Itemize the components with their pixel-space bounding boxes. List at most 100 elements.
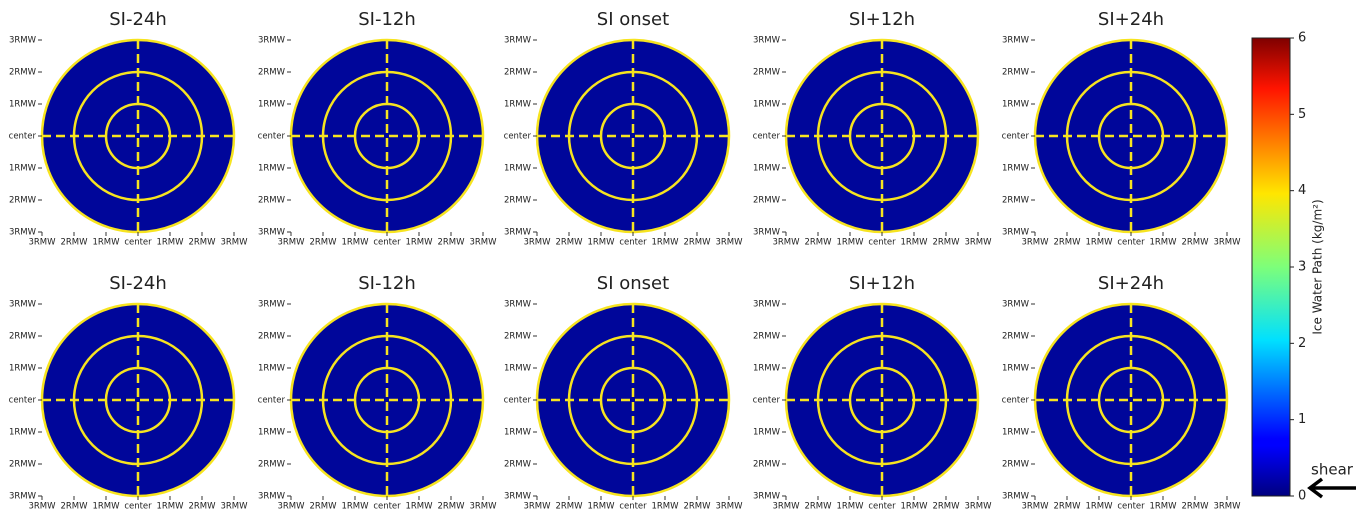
y-tick-label: 3RMW	[1002, 300, 1030, 310]
x-tick-label: 3RMW	[277, 238, 305, 248]
y-tick-label: 1RMW	[753, 100, 781, 110]
x-tick-label: 1RMW	[587, 238, 615, 248]
y-tick-label: 3RMW	[753, 36, 781, 46]
y-tick-label: 2RMW	[504, 460, 532, 470]
y-tick-label: 2RMW	[1002, 68, 1030, 78]
y-tick-label: 3RMW	[1002, 228, 1030, 238]
y-tick-label: 1RMW	[504, 428, 532, 438]
colorbar-tick-label: 3	[1298, 260, 1306, 275]
x-tick-label: 1RMW	[651, 502, 679, 512]
panel-title: SI+24h	[1098, 273, 1164, 294]
y-tick-label: center	[9, 132, 37, 142]
panel-title: SI-24h	[109, 273, 167, 294]
y-tick-label: 1RMW	[753, 164, 781, 174]
x-tick-label: center	[373, 502, 401, 512]
y-tick-label: 3RMW	[9, 300, 37, 310]
shear-arrow	[1310, 479, 1356, 497]
panel-title: SI+24h	[1098, 9, 1164, 30]
x-tick-label: 1RMW	[900, 238, 928, 248]
y-tick-label: 2RMW	[1002, 196, 1030, 206]
x-tick-label: 1RMW	[341, 238, 369, 248]
x-tick-label: 2RMW	[437, 238, 465, 248]
x-tick-label: 1RMW	[341, 502, 369, 512]
y-tick-label: 3RMW	[258, 300, 286, 310]
y-tick-label: 1RMW	[1002, 364, 1030, 374]
y-tick-label: 2RMW	[258, 68, 286, 78]
x-tick-label: 3RMW	[715, 238, 743, 248]
x-tick-label: center	[868, 502, 896, 512]
y-tick-label: 2RMW	[258, 196, 286, 206]
x-tick-label: center	[619, 502, 647, 512]
colorbar-tick-label: 2	[1298, 336, 1306, 351]
y-tick-label: 3RMW	[504, 492, 532, 502]
y-tick-label: 1RMW	[753, 364, 781, 374]
x-tick-label: 3RMW	[28, 502, 56, 512]
y-tick-label: 3RMW	[753, 492, 781, 502]
x-tick-label: 2RMW	[1181, 502, 1209, 512]
panel-title: SI-12h	[358, 273, 416, 294]
colorbar-tick-label: 0	[1298, 489, 1306, 504]
y-tick-label: 3RMW	[504, 228, 532, 238]
x-tick-label: 2RMW	[555, 238, 583, 248]
x-tick-label: 3RMW	[220, 238, 248, 248]
x-tick-label: center	[1117, 238, 1145, 248]
y-tick-label: 2RMW	[9, 196, 37, 206]
x-tick-label: 3RMW	[1021, 502, 1049, 512]
panel-label: (g)	[301, 315, 319, 330]
x-tick-label: 1RMW	[900, 502, 928, 512]
x-tick-label: 1RMW	[1085, 238, 1113, 248]
y-tick-label: 2RMW	[753, 460, 781, 470]
y-tick-label: center	[1002, 396, 1030, 406]
x-tick-label: center	[1117, 502, 1145, 512]
y-tick-label: 2RMW	[504, 196, 532, 206]
y-tick-label: 1RMW	[9, 428, 37, 438]
y-tick-label: 3RMW	[258, 228, 286, 238]
panel-title: SI+12h	[849, 273, 915, 294]
y-tick-label: 3RMW	[9, 36, 37, 46]
y-tick-label: center	[1002, 132, 1030, 142]
panel-title: SI-24h	[109, 9, 167, 30]
y-tick-label: 2RMW	[753, 196, 781, 206]
y-tick-label: 3RMW	[504, 36, 532, 46]
panel-label: (h)	[547, 315, 565, 330]
y-tick-label: 3RMW	[9, 228, 37, 238]
y-tick-label: 3RMW	[753, 228, 781, 238]
y-tick-label: center	[753, 132, 781, 142]
x-tick-label: 3RMW	[1213, 502, 1241, 512]
x-tick-label: 1RMW	[156, 502, 184, 512]
y-tick-label: 2RMW	[753, 68, 781, 78]
y-tick-label: 1RMW	[9, 164, 37, 174]
panel-label: (j)	[1045, 315, 1059, 330]
y-tick-label: 2RMW	[258, 332, 286, 342]
x-tick-label: 2RMW	[932, 502, 960, 512]
x-tick-label: center	[619, 238, 647, 248]
x-tick-label: 3RMW	[772, 238, 800, 248]
colorbar-tick-label: 4	[1298, 183, 1306, 198]
x-tick-label: 3RMW	[1213, 238, 1241, 248]
x-tick-label: 3RMW	[469, 238, 497, 248]
y-tick-label: 2RMW	[1002, 460, 1030, 470]
y-tick-label: center	[9, 396, 37, 406]
x-tick-label: 3RMW	[523, 502, 551, 512]
x-tick-label: 3RMW	[220, 502, 248, 512]
y-tick-label: 2RMW	[9, 332, 37, 342]
panel-label: (d)	[796, 51, 814, 66]
y-tick-label: 2RMW	[753, 332, 781, 342]
x-tick-label: 3RMW	[469, 502, 497, 512]
x-tick-label: 3RMW	[523, 238, 551, 248]
y-tick-label: 1RMW	[258, 428, 286, 438]
colorbar-label: Ice Water Path (kg/m²)	[1311, 199, 1325, 334]
x-tick-label: 2RMW	[683, 502, 711, 512]
x-tick-label: 1RMW	[92, 238, 120, 248]
x-tick-label: 2RMW	[804, 238, 832, 248]
y-tick-label: 1RMW	[1002, 164, 1030, 174]
x-tick-label: 3RMW	[964, 502, 992, 512]
figure: shear SI-24h(a)3RMW3RMW2RMW2RMW1RMW1RMWc…	[0, 0, 1360, 512]
x-tick-label: 1RMW	[651, 238, 679, 248]
y-tick-label: 1RMW	[9, 364, 37, 374]
x-tick-label: 2RMW	[309, 238, 337, 248]
x-tick-label: 3RMW	[772, 502, 800, 512]
y-tick-label: 2RMW	[504, 332, 532, 342]
y-tick-label: 3RMW	[258, 36, 286, 46]
y-tick-label: center	[504, 132, 532, 142]
